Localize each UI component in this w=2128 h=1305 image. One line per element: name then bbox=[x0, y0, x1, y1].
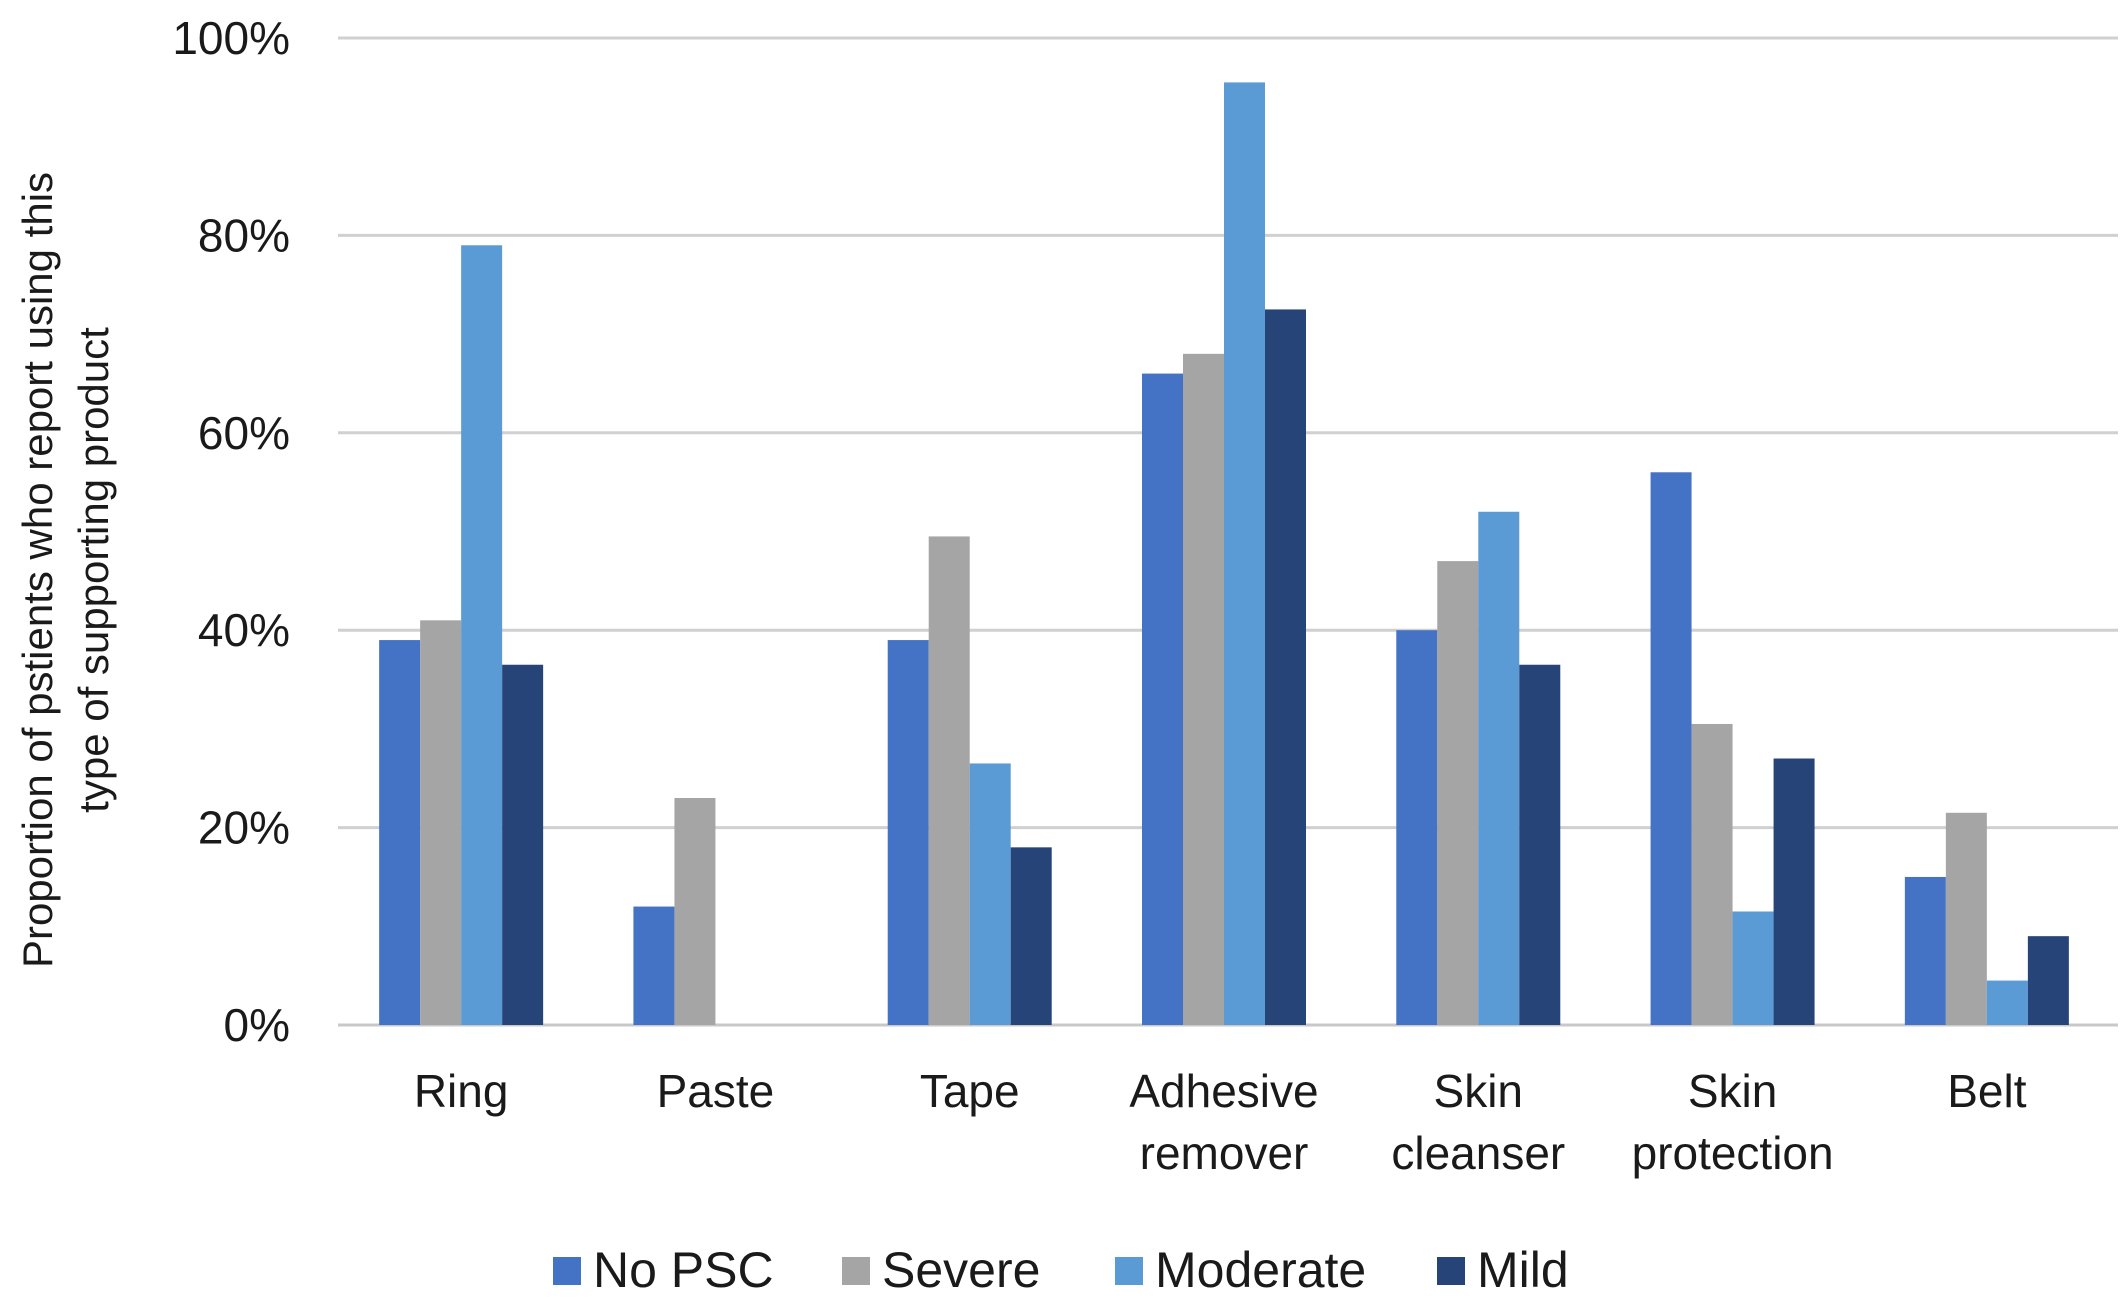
x-category-label: Ring bbox=[414, 1065, 509, 1117]
bar-mild bbox=[1010, 847, 1052, 1025]
legend-label: Moderate bbox=[1155, 1242, 1366, 1298]
bar-moderate bbox=[1986, 980, 2028, 1025]
bar-no-psc bbox=[1904, 876, 1946, 1025]
x-axis-categories: Ring Paste Tape Adhesive remover Skin cleanser… bbox=[414, 1065, 2027, 1179]
bar-mild bbox=[2027, 936, 2069, 1025]
legend-label: Mild bbox=[1477, 1242, 1569, 1298]
bar-no-psc bbox=[887, 640, 929, 1025]
bar-moderate bbox=[1478, 511, 1520, 1025]
legend-swatch bbox=[1437, 1257, 1465, 1285]
bar-moderate bbox=[1224, 82, 1265, 1026]
bars bbox=[379, 82, 2069, 1026]
x-category-label: Belt bbox=[1947, 1065, 2026, 1117]
y-tick-label: 80% bbox=[198, 209, 290, 261]
bar-no-psc bbox=[1396, 630, 1438, 1025]
bar-no-psc bbox=[1142, 373, 1183, 1026]
bar-moderate bbox=[461, 245, 503, 1025]
y-axis-title: Proportion of pstients who report using … bbox=[14, 172, 117, 968]
bar-moderate bbox=[1732, 911, 1774, 1025]
y-tick-label: 0% bbox=[224, 999, 290, 1051]
legend-swatch bbox=[842, 1257, 870, 1285]
bar-severe bbox=[1691, 723, 1733, 1025]
x-category-label: Skin protection bbox=[1632, 1065, 1834, 1179]
legend-swatch bbox=[553, 1257, 581, 1285]
y-tick-label: 20% bbox=[198, 802, 290, 854]
x-category-label: Tape bbox=[920, 1065, 1020, 1117]
bar-severe bbox=[674, 797, 716, 1025]
y-tick-label: 60% bbox=[198, 407, 290, 459]
bar-moderate bbox=[969, 763, 1011, 1025]
x-category-label: Skin cleanser bbox=[1391, 1065, 1565, 1179]
legend-label: No PSC bbox=[593, 1242, 774, 1298]
legend-label: Severe bbox=[882, 1242, 1040, 1298]
bar-severe bbox=[420, 620, 462, 1025]
legend-swatch bbox=[1115, 1257, 1143, 1285]
y-tick-label: 40% bbox=[198, 604, 290, 656]
bar-mild bbox=[1519, 664, 1561, 1025]
bar-severe bbox=[1183, 353, 1224, 1026]
x-category-label: Adhesive remover bbox=[1129, 1065, 1318, 1179]
bar-mild bbox=[502, 664, 544, 1025]
y-axis-title: Proportion of pstients who report using … bbox=[14, 172, 117, 968]
bar-no-psc bbox=[1650, 472, 1692, 1025]
legend: No PSC Severe Moderate Mild bbox=[553, 1242, 1569, 1298]
bar-mild bbox=[1773, 758, 1815, 1025]
y-tick-label: 100% bbox=[172, 12, 290, 64]
bar-mild bbox=[1265, 309, 1306, 1025]
bar-severe bbox=[1945, 812, 1987, 1025]
bar-no-psc bbox=[633, 906, 675, 1025]
bar-severe bbox=[928, 536, 970, 1025]
bar-severe bbox=[1437, 561, 1479, 1025]
x-category-label: Paste bbox=[657, 1065, 775, 1117]
bar-no-psc bbox=[379, 640, 421, 1025]
y-axis-ticks: 0% 20% 40% 60% 80% 100% bbox=[172, 12, 290, 1051]
